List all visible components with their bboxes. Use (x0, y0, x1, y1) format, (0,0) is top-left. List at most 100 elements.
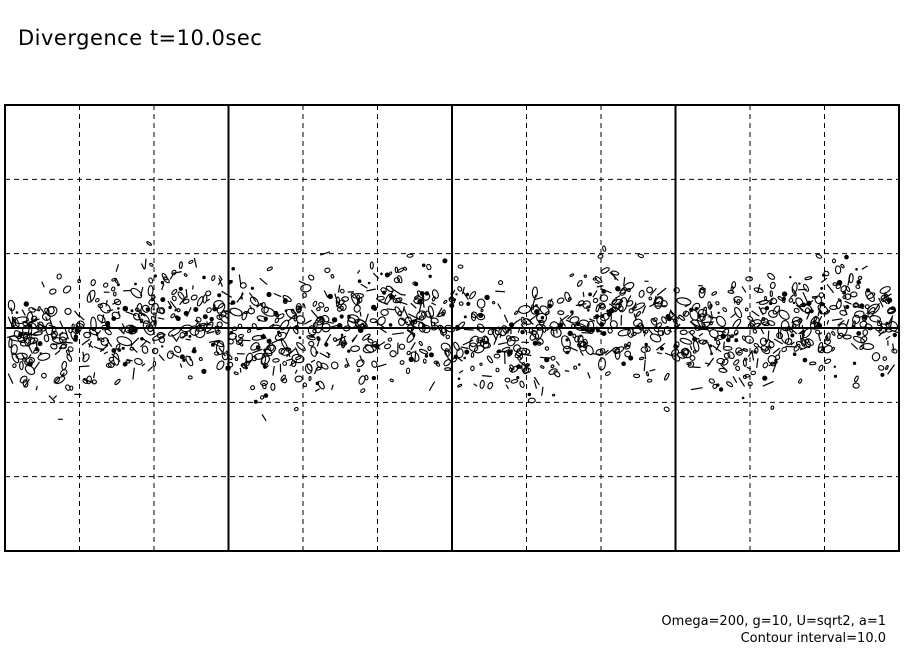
contour-loop (412, 320, 418, 325)
contour-loop (403, 266, 408, 271)
contour-cluster (388, 323, 393, 327)
contour-loop (173, 345, 182, 354)
contour-segment (888, 315, 894, 324)
contour-loop (59, 332, 69, 341)
contour-cluster (516, 376, 520, 380)
contour-cluster (464, 349, 470, 355)
contour-loop (431, 296, 436, 302)
contour-loop (90, 279, 96, 287)
contour-segment (369, 344, 381, 350)
contour-segment (410, 341, 416, 351)
contour-loop (66, 353, 73, 362)
contour-loop (656, 322, 663, 328)
contour-loop (263, 306, 269, 314)
contour-segment (59, 320, 64, 328)
contour-segment (715, 342, 721, 351)
contour-loop (789, 328, 794, 333)
contour-segment (222, 309, 232, 314)
contour-loop (216, 321, 223, 328)
contour-loop (171, 295, 177, 302)
contour-loop (404, 316, 412, 326)
contour-loop (760, 318, 769, 326)
contour-segment (218, 277, 224, 287)
contour-loop (727, 351, 735, 360)
contour-loop (813, 316, 820, 328)
contour-loop (565, 350, 570, 355)
contour-segment (52, 342, 64, 346)
contour-segment (82, 351, 85, 360)
contour-loop (77, 278, 82, 284)
contour-loop (544, 346, 550, 351)
contour-segment (130, 345, 138, 353)
contour-loop (677, 351, 688, 359)
contour-loop (852, 302, 859, 308)
contour-loop (296, 305, 301, 311)
contour-loop (37, 306, 41, 312)
contour-loop (406, 332, 416, 343)
contour-field (6, 241, 900, 422)
contour-segment (395, 299, 402, 304)
contour-cluster (465, 292, 470, 297)
contour-segment (256, 328, 263, 331)
contour-segment (272, 365, 275, 376)
contour-segment (23, 378, 30, 388)
contour-loop (504, 377, 511, 383)
contour-loop (583, 274, 587, 278)
contour-loop (861, 343, 875, 350)
contour-loop (206, 307, 212, 314)
contour-loop (310, 346, 318, 357)
contour-cluster (250, 286, 254, 290)
contour-segment (529, 313, 539, 321)
contour-segment (170, 352, 180, 358)
contour-loop (840, 263, 845, 269)
contour-loop (316, 307, 321, 312)
contour-loop (339, 288, 345, 294)
contour-loop (145, 324, 151, 328)
contour-segment (689, 320, 696, 327)
contour-cluster (463, 356, 467, 360)
contour-segment (407, 313, 418, 319)
contour-segment (837, 319, 845, 326)
contour-loop (652, 317, 658, 322)
contour-loop (716, 357, 725, 365)
contour-cluster (130, 309, 134, 313)
contour-loop (769, 290, 773, 298)
contour-cluster (262, 364, 268, 369)
contour-cluster (217, 293, 222, 298)
contour-loop (637, 253, 644, 259)
contour-loop (842, 295, 847, 300)
contour-segment (259, 277, 268, 286)
contour-loop (818, 292, 825, 298)
contour-loop (426, 263, 432, 271)
contour-loop (205, 290, 212, 297)
contour-cluster (644, 342, 648, 347)
contour-loop (362, 333, 371, 341)
contour-loop (133, 357, 143, 366)
contour-loop (263, 348, 273, 357)
contour-cluster (557, 322, 564, 328)
contour-loop (804, 276, 813, 281)
contour-segment (112, 300, 120, 305)
contour-loop (469, 335, 480, 348)
contour-segment (81, 338, 91, 346)
contour-cluster (507, 350, 513, 356)
contour-loop (350, 345, 361, 352)
contour-loop (316, 315, 323, 322)
contour-loop (306, 335, 316, 341)
contour-segment (456, 356, 463, 362)
contour-loop (24, 364, 36, 376)
contour-cluster (202, 314, 208, 320)
contour-loop (256, 315, 268, 322)
contour-cluster (833, 374, 838, 378)
contour-loop (599, 304, 606, 310)
contour-cluster (134, 282, 137, 286)
contour-cluster (324, 342, 329, 347)
contour-segment (649, 287, 657, 296)
contour-loop (661, 316, 668, 324)
contour-segment (36, 322, 47, 329)
contour-segment (109, 361, 116, 366)
contour-loop (871, 352, 881, 362)
contour-segment (10, 307, 13, 315)
contour-cluster (277, 330, 281, 334)
contour-segment (738, 377, 746, 387)
